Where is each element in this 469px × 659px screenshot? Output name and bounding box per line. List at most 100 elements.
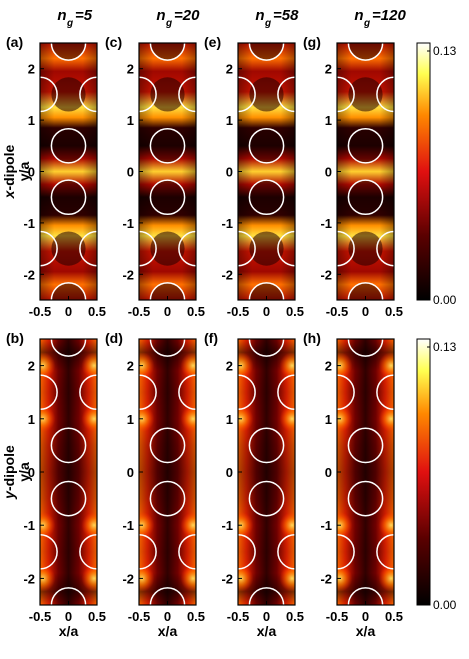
heatmap-panel <box>40 339 97 605</box>
colorbar <box>416 42 431 301</box>
annotation-layer: 210-1-2-0.5 0 0.5(a)210-1-2-0.5 0 0.5(c)210-… <box>1 7 457 639</box>
hole-core <box>51 128 86 163</box>
x-tick-label: 0 <box>164 609 171 624</box>
hot-spot <box>81 511 97 539</box>
panel-label: (g) <box>303 34 321 50</box>
column-title-prefix: n <box>156 7 165 24</box>
panel-label: (h) <box>303 330 321 346</box>
x-tick-label: -0.5 <box>227 304 249 319</box>
y-tick-label: 0 <box>226 465 233 480</box>
hole-core <box>150 128 185 163</box>
hole-circle <box>50 179 87 216</box>
dipole-suffix: -dipole <box>1 144 17 190</box>
hole-circle <box>347 427 384 464</box>
field-map-shade <box>139 339 196 605</box>
hole-circle <box>50 339 87 357</box>
y-axis-label: y/a <box>16 462 32 482</box>
hole-circle <box>50 43 87 61</box>
hole-circle <box>79 533 97 570</box>
field-map-shade <box>337 339 394 605</box>
hole-circle <box>347 339 384 357</box>
x-tick-label: 0 <box>263 304 270 319</box>
y-tick-label: 0 <box>127 465 134 480</box>
x-axis-label: x/a <box>356 623 376 639</box>
heatmap-panel <box>139 339 196 605</box>
hole-core <box>348 180 383 215</box>
y-tick-label: 2 <box>325 359 332 374</box>
hole-circle <box>50 480 87 517</box>
y-tick-label: 1 <box>127 113 134 128</box>
hole-core <box>348 43 383 61</box>
heatmap-panel <box>238 339 295 605</box>
hole-circle <box>149 43 186 61</box>
hole-circle <box>238 76 256 113</box>
column-title-value: =58 <box>273 7 299 24</box>
hot-spot <box>279 352 295 379</box>
hole-core <box>150 180 185 215</box>
hole-circle <box>337 374 355 411</box>
hole-core <box>51 282 86 300</box>
hole-circle <box>238 230 256 267</box>
x-tick-label: -0.5 <box>326 304 348 319</box>
column-title-value: =20 <box>174 7 200 24</box>
colorbar-min-label: 0.00 <box>433 293 457 307</box>
x-tick-label: -0.5 <box>128 304 150 319</box>
panel-label: (d) <box>105 330 123 346</box>
x-tick-label: 0.5 <box>385 304 403 319</box>
field-map-shade <box>40 339 97 605</box>
y-tick-label: -1 <box>221 518 233 533</box>
hot-spot <box>337 405 353 433</box>
column-title-value: =120 <box>372 7 406 24</box>
hole-core <box>249 43 284 61</box>
hole-core <box>51 43 86 61</box>
heatmap-layer <box>40 43 394 605</box>
y-tick-label: -2 <box>221 267 233 282</box>
hot-spot <box>40 352 56 379</box>
y-axis-label: y/a <box>16 162 32 182</box>
hole-circle <box>347 43 384 61</box>
hot-spot <box>139 565 155 592</box>
hot-spot <box>279 405 295 433</box>
x-tick-label: 0 <box>65 609 72 624</box>
x-tick-label: 0.5 <box>385 609 403 624</box>
hole-core <box>150 231 185 266</box>
colorbar-max-label: 0.13 <box>433 340 457 354</box>
hole-circle <box>238 374 256 411</box>
y-tick-label: 0 <box>325 165 332 180</box>
hole-core <box>348 282 383 300</box>
y-tick-label: -1 <box>320 216 332 231</box>
y-tick-label: 1 <box>28 113 35 128</box>
dipole-suffix: -dipole <box>1 445 17 491</box>
hole-circle <box>40 230 58 267</box>
hole-circle <box>50 127 87 164</box>
y-tick-label: 0 <box>28 165 35 180</box>
hole-circle <box>347 179 384 216</box>
hole-circle <box>347 480 384 517</box>
hot-spot <box>139 352 155 379</box>
hot-spot <box>337 565 353 592</box>
column-title-value: =5 <box>75 7 93 24</box>
column-title-prefix: n <box>255 7 264 24</box>
panel-label: (e) <box>204 34 221 50</box>
x-tick-label: -0.5 <box>326 609 348 624</box>
y-tick-label: -2 <box>122 571 134 586</box>
hole-core <box>348 77 383 112</box>
hole-circle <box>248 179 285 216</box>
y-tick-label: 0 <box>226 165 233 180</box>
hot-spot <box>81 405 97 433</box>
hot-spot <box>139 511 155 539</box>
y-tick-label: -1 <box>23 216 35 231</box>
x-tick-label: 0 <box>65 304 72 319</box>
hot-spot <box>139 405 155 433</box>
x-tick-label: 0.5 <box>286 304 304 319</box>
dipole-axis-letter: y <box>1 490 17 500</box>
hot-spot <box>238 405 254 433</box>
y-tick-label: 2 <box>226 62 233 77</box>
hole-core <box>249 128 284 163</box>
hole-circle <box>149 480 186 517</box>
x-tick-label: 0 <box>362 609 369 624</box>
column-title-subscript: g <box>264 18 271 29</box>
column-title-subscript: g <box>165 18 172 29</box>
hole-circle <box>50 427 87 464</box>
